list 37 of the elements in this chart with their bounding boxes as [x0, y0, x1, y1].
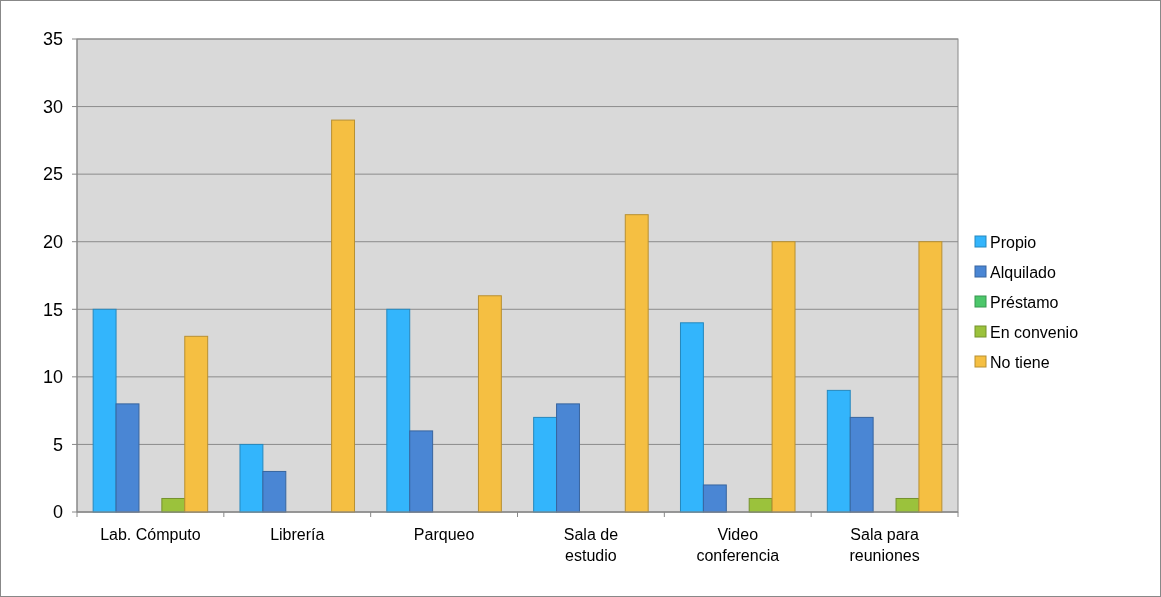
y-tick-label: 5: [52, 434, 63, 455]
bar: [262, 470, 287, 513]
x-tick-label: Lab. Cómputo: [100, 526, 201, 543]
y-tick-label: 0: [52, 502, 63, 523]
bar: [849, 416, 874, 513]
bar: [331, 119, 356, 513]
legend-label: No tiene: [990, 353, 1050, 371]
bar: [702, 484, 727, 513]
bar: [239, 443, 264, 513]
bar: [826, 389, 851, 513]
x-tick-label: Parqueo: [413, 526, 475, 543]
bar: [918, 241, 943, 513]
legend-label: Alquilado: [990, 263, 1056, 281]
bar: [533, 416, 558, 513]
x-tick-label: Sala de estudio: [563, 526, 619, 564]
bar: [679, 322, 704, 513]
bar: [386, 308, 411, 513]
bar: [184, 335, 209, 513]
y-tick-label: 30: [42, 96, 63, 117]
legend-label: Propio: [990, 233, 1037, 251]
legend-label: Préstamo: [990, 293, 1059, 311]
bar: [409, 430, 434, 513]
y-tick-label: 15: [42, 299, 63, 320]
bar: [624, 214, 649, 513]
y-tick-label: 25: [42, 164, 63, 185]
bar: [477, 295, 502, 513]
bar: [771, 241, 796, 513]
y-tick-label: 35: [42, 29, 63, 50]
bar: [115, 403, 140, 513]
y-tick-label: 10: [42, 367, 63, 388]
y-tick-label: 20: [42, 232, 63, 253]
legend-label: En convenio: [990, 323, 1079, 341]
x-tick-label: Sala para reuniones: [849, 526, 920, 564]
x-tick-label: Librería: [270, 526, 325, 543]
x-tick-label: Video conferencia: [696, 526, 780, 564]
bar: [92, 308, 117, 513]
bar: [556, 403, 580, 513]
